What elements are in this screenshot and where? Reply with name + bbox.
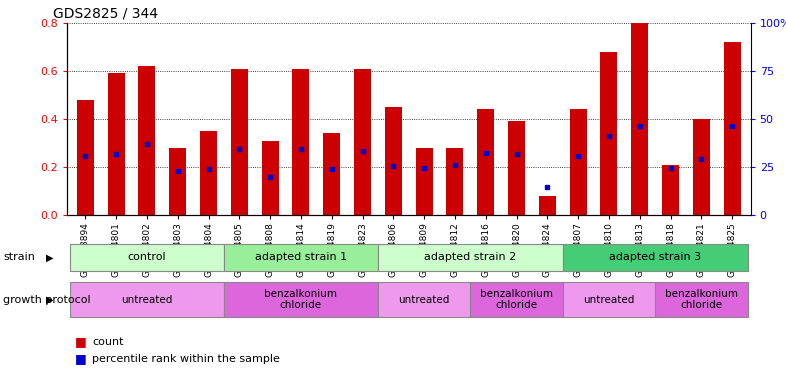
Bar <box>656 282 747 317</box>
Bar <box>470 282 563 317</box>
Bar <box>323 134 340 215</box>
Text: percentile rank within the sample: percentile rank within the sample <box>92 354 280 364</box>
Bar <box>224 244 378 271</box>
Text: benzalkonium
chloride: benzalkonium chloride <box>665 289 738 310</box>
Bar <box>446 148 464 215</box>
Text: control: control <box>127 252 166 262</box>
Bar <box>231 69 248 215</box>
Text: ▶: ▶ <box>46 252 53 262</box>
Bar <box>539 196 556 215</box>
Bar <box>693 119 710 215</box>
Text: untreated: untreated <box>399 295 450 305</box>
Text: adapted strain 3: adapted strain 3 <box>609 252 701 262</box>
Bar <box>477 109 494 215</box>
Bar <box>70 282 224 317</box>
Text: count: count <box>92 337 123 347</box>
Text: adapted strain 2: adapted strain 2 <box>424 252 516 262</box>
Text: adapted strain 1: adapted strain 1 <box>255 252 347 262</box>
Text: untreated: untreated <box>121 295 173 305</box>
Bar <box>416 148 432 215</box>
Bar <box>570 109 586 215</box>
Bar <box>378 244 563 271</box>
Bar <box>563 244 747 271</box>
Text: ■: ■ <box>75 353 86 366</box>
Bar <box>724 42 740 215</box>
Bar <box>169 148 186 215</box>
Bar <box>378 282 470 317</box>
Bar <box>292 69 310 215</box>
Bar <box>77 100 94 215</box>
Bar <box>563 282 656 317</box>
Text: untreated: untreated <box>583 295 634 305</box>
Text: ▶: ▶ <box>46 295 53 305</box>
Bar <box>108 73 124 215</box>
Bar <box>508 121 525 215</box>
Bar <box>631 18 648 215</box>
Text: strain: strain <box>3 252 35 262</box>
Text: benzalkonium
chloride: benzalkonium chloride <box>264 289 337 310</box>
Bar <box>354 69 371 215</box>
Bar <box>262 141 278 215</box>
Text: GDS2825 / 344: GDS2825 / 344 <box>53 7 158 20</box>
Bar <box>138 66 156 215</box>
Bar <box>224 282 378 317</box>
Bar <box>662 165 679 215</box>
Bar <box>200 131 217 215</box>
Text: ■: ■ <box>75 335 86 348</box>
Bar <box>70 244 224 271</box>
Bar <box>385 107 402 215</box>
Text: growth protocol: growth protocol <box>3 295 90 305</box>
Bar <box>601 52 618 215</box>
Text: benzalkonium
chloride: benzalkonium chloride <box>480 289 553 310</box>
